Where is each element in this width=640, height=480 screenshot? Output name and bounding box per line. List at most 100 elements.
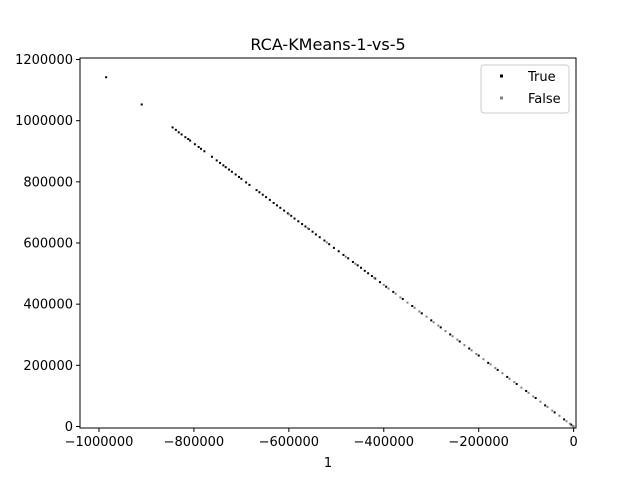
chart-title: RCA-KMeans-1-vs-5 — [250, 35, 405, 54]
point-true-29 — [268, 198, 271, 201]
point-true-17 — [224, 166, 227, 169]
point-false-12 — [418, 310, 421, 313]
point-true-70 — [496, 368, 499, 371]
point-true-7 — [187, 138, 190, 141]
y-tick-label: 1000000 — [15, 114, 73, 129]
point-false-19 — [463, 344, 466, 347]
point-true-43 — [318, 236, 321, 239]
y-tick-label: 400000 — [23, 298, 73, 313]
point-false-23 — [489, 363, 492, 366]
point-true-46 — [332, 246, 335, 249]
point-true-52 — [359, 266, 362, 269]
point-false-8 — [394, 292, 397, 295]
point-false-6 — [382, 283, 385, 286]
point-true-21 — [238, 175, 240, 178]
point-true-61 — [411, 304, 414, 307]
point-true-11 — [200, 147, 203, 150]
point-true-28 — [265, 196, 268, 199]
point-true-47 — [337, 250, 340, 253]
y-tick-label: 800000 — [23, 175, 73, 190]
point-true-76 — [553, 411, 556, 414]
point-true-27 — [261, 193, 264, 196]
point-true-63 — [430, 319, 433, 322]
point-true-16 — [222, 164, 225, 167]
point-false-36 — [568, 422, 571, 425]
point-true-77 — [563, 418, 566, 421]
point-true-66 — [458, 340, 461, 343]
point-true-24 — [248, 183, 251, 186]
y-tick-label: 0 — [65, 420, 73, 435]
point-true-2 — [171, 126, 174, 129]
point-false-38 — [572, 425, 575, 428]
point-false-9 — [399, 296, 402, 299]
x-tick-label: −400000 — [354, 435, 415, 450]
point-true-4 — [177, 131, 180, 134]
point-true-44 — [323, 239, 326, 242]
x-axis: −1000000 −800000 −600000 −400000 −200000 0 — [65, 428, 578, 450]
point-true-36 — [293, 217, 296, 220]
point-true-57 — [378, 281, 381, 284]
point-true-19 — [230, 170, 233, 173]
point-false-14 — [432, 321, 435, 324]
point-true-73 — [525, 390, 528, 392]
point-false-24 — [494, 367, 497, 370]
point-false-7 — [387, 287, 390, 290]
point-true-75 — [544, 404, 547, 407]
points-layer — [105, 76, 575, 428]
point-false-13 — [425, 315, 428, 318]
point-true-33 — [283, 209, 286, 212]
point-true-14 — [215, 159, 218, 162]
point-true-62 — [420, 312, 423, 315]
y-tick-label: 200000 — [23, 359, 73, 374]
point-false-0 — [287, 213, 290, 216]
x-axis-label: 1 — [324, 456, 332, 471]
point-false-22 — [482, 358, 485, 361]
point-false-26 — [508, 377, 511, 380]
y-tick-label: 600000 — [23, 237, 73, 252]
point-true-1 — [140, 103, 143, 106]
point-true-15 — [219, 161, 222, 164]
point-true-64 — [439, 326, 442, 329]
point-false-29 — [527, 391, 530, 394]
y-axis: 0 200000 400000 600000 800000 1000000 1200000 — [15, 53, 80, 435]
point-false-21 — [475, 353, 478, 355]
point-false-17 — [451, 335, 454, 338]
point-false-10 — [406, 301, 409, 304]
point-false-34 — [558, 414, 561, 417]
x-tick-label: −1000000 — [65, 435, 134, 450]
point-true-69 — [487, 361, 490, 364]
point-true-10 — [197, 145, 200, 148]
x-tick-label: 0 — [569, 435, 577, 450]
point-true-72 — [515, 382, 518, 385]
point-true-39 — [304, 225, 307, 228]
point-true-9 — [193, 143, 196, 146]
point-true-31 — [275, 204, 278, 207]
point-false-33 — [551, 409, 554, 412]
x-tick-label: −800000 — [164, 435, 225, 450]
point-true-13 — [210, 155, 213, 158]
point-false-5 — [373, 276, 376, 279]
point-true-68 — [477, 354, 480, 357]
x-tick-label: −600000 — [259, 435, 320, 450]
point-true-20 — [234, 173, 237, 176]
point-true-51 — [356, 264, 359, 267]
point-true-74 — [534, 397, 537, 400]
point-true-54 — [367, 272, 370, 275]
point-false-4 — [354, 262, 357, 265]
point-true-49 — [347, 257, 350, 260]
legend-marker-false — [500, 96, 503, 100]
point-false-31 — [539, 400, 542, 403]
point-true-3 — [174, 128, 177, 131]
point-false-15 — [437, 324, 440, 327]
point-false-32 — [546, 405, 549, 408]
point-true-60 — [401, 297, 404, 300]
point-false-1 — [306, 227, 309, 230]
legend-label-false: False — [528, 92, 561, 107]
point-false-16 — [444, 330, 447, 333]
point-true-5 — [180, 133, 183, 136]
point-false-30 — [532, 395, 535, 398]
point-true-22 — [240, 177, 243, 180]
point-true-65 — [449, 333, 452, 336]
point-true-35 — [290, 214, 293, 217]
